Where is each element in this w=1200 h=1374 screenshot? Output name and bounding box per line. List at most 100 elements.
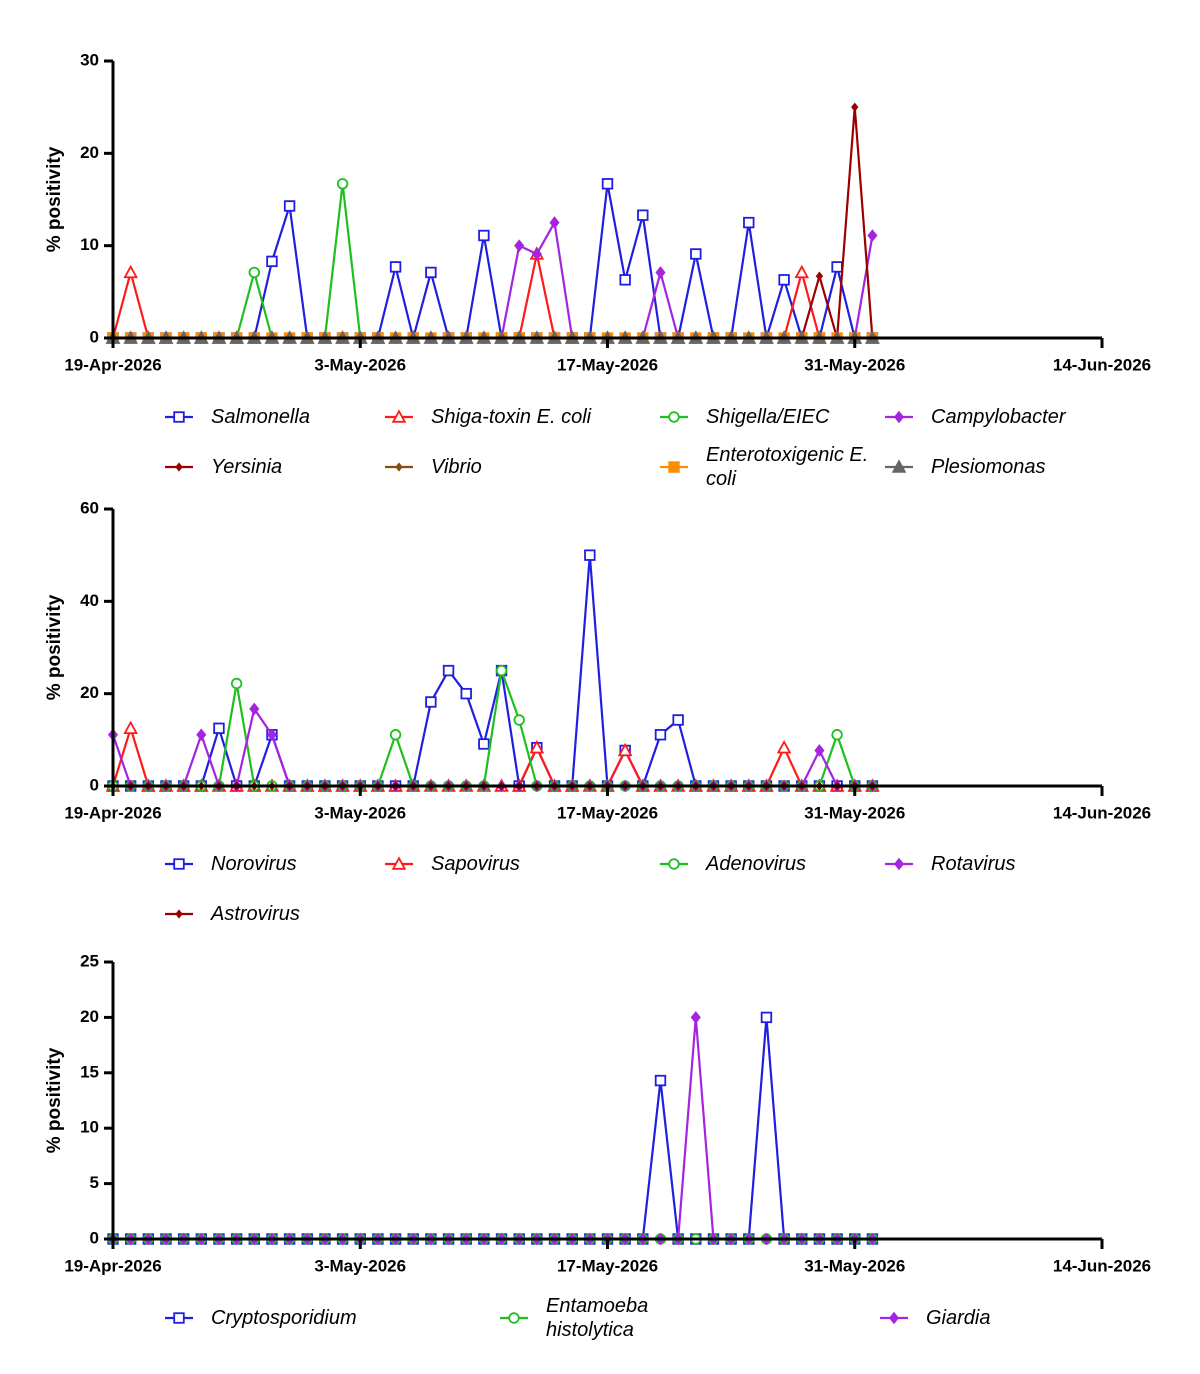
y-tick-label: 30 xyxy=(80,50,99,69)
legend-item: Enterotoxigenic E. coli xyxy=(660,442,886,492)
chart: 0 10 20 30 19-Apr-2026 3-May-2026 17-May-2026 3… xyxy=(44,50,1151,374)
marker xyxy=(893,410,905,424)
marker xyxy=(513,714,525,726)
legend-swatch xyxy=(165,411,193,423)
marker xyxy=(690,1011,701,1024)
y-tick-label: 15 xyxy=(80,1062,99,1081)
legend-item: Norovirus xyxy=(165,839,391,889)
legend-item: Rotavirus xyxy=(885,839,1111,889)
marker xyxy=(478,229,490,242)
legend-item: Adenovirus xyxy=(660,839,886,889)
x-tick-label: 3-May-2026 xyxy=(314,355,406,374)
marker xyxy=(173,858,185,870)
marker xyxy=(672,714,684,726)
x-tick-label: 3-May-2026 xyxy=(314,1256,406,1275)
legend-swatch xyxy=(165,909,193,919)
marker xyxy=(283,200,296,212)
marker xyxy=(460,687,472,700)
marker xyxy=(888,1311,900,1325)
marker xyxy=(760,1011,773,1024)
y-axis-label: % positivity xyxy=(44,146,65,252)
legend-swatch xyxy=(500,1312,528,1324)
marker xyxy=(389,729,402,741)
legend-label: Salmonella xyxy=(211,406,310,428)
legend-item: Giardia xyxy=(880,1293,1106,1343)
series-line xyxy=(113,1016,873,1241)
marker xyxy=(867,229,878,242)
legend-label: Giardia xyxy=(926,1307,991,1329)
x-tick-label: 3-May-2026 xyxy=(314,803,406,822)
marker xyxy=(778,274,790,286)
y-tick-label: 20 xyxy=(80,683,99,702)
chart: 0 5 10 15 20 25 19-Apr-2026 3-May-2026 17-May-20… xyxy=(44,951,1151,1275)
series-line xyxy=(111,252,873,340)
legend-label: Campylobacter xyxy=(931,406,1066,428)
legend-swatch xyxy=(385,856,413,870)
legend-item: Shiga-toxin E. coli xyxy=(385,392,611,442)
marker xyxy=(389,261,402,273)
legend-swatch xyxy=(885,410,913,424)
x-tick-label: 31-May-2026 xyxy=(804,1256,905,1275)
legend-label: Yersinia xyxy=(211,456,283,478)
marker xyxy=(175,909,183,919)
legend-label: Enterotoxigenic E. coli xyxy=(706,444,869,490)
x-tick-label: 14-Jun-2026 xyxy=(1053,1256,1151,1275)
marker xyxy=(529,740,545,754)
x-tick-label: 17-May-2026 xyxy=(557,803,658,822)
y-tick-label: 20 xyxy=(80,143,99,162)
legend-label: Shigella/EIEC xyxy=(706,406,830,428)
legend-item: Sapovirus xyxy=(385,839,611,889)
chart: 0 20 40 60 19-Apr-2026 3-May-2026 17-May-2026 3… xyxy=(44,498,1151,822)
marker xyxy=(776,740,792,754)
marker xyxy=(391,856,407,870)
x-tick-label: 14-Jun-2026 xyxy=(1053,355,1151,374)
marker xyxy=(814,744,825,757)
legend-label: Adenovirus xyxy=(706,853,807,875)
legend-item: Salmonella xyxy=(165,392,391,442)
x-tick-label: 31-May-2026 xyxy=(804,355,905,374)
marker xyxy=(266,728,277,742)
marker xyxy=(668,461,680,473)
y-axis-label: % positivity xyxy=(44,1047,65,1153)
marker xyxy=(175,462,183,472)
marker xyxy=(655,266,666,279)
series-line xyxy=(113,182,873,340)
y-tick-label: 10 xyxy=(80,235,99,254)
legend-label: Shiga-toxin E. coli xyxy=(431,406,592,428)
legend-label: Vibrio xyxy=(431,456,482,478)
legend-item: Plesiomonas xyxy=(885,442,1111,492)
y-tick-label: 10 xyxy=(80,1118,99,1137)
marker xyxy=(794,264,810,279)
legend-swatch xyxy=(885,857,913,871)
marker xyxy=(654,729,667,741)
y-tick-label: 40 xyxy=(80,591,99,610)
x-tick-label: 17-May-2026 xyxy=(557,1256,658,1275)
legend-label: Cryptosporidium xyxy=(211,1307,357,1329)
marker xyxy=(123,720,138,734)
marker xyxy=(391,409,407,423)
legend-swatch xyxy=(660,858,688,870)
legend-item: Campylobacter xyxy=(885,392,1111,442)
marker xyxy=(266,255,278,268)
y-tick-label: 0 xyxy=(90,775,99,794)
marker xyxy=(831,729,843,741)
marker xyxy=(617,742,633,757)
legend-swatch xyxy=(660,411,688,423)
legend-item: Yersinia xyxy=(165,442,391,492)
marker xyxy=(601,178,614,190)
legend-swatch xyxy=(165,1312,193,1324)
y-tick-label: 5 xyxy=(90,1173,99,1192)
marker xyxy=(508,1312,520,1324)
legend-item: Astrovirus xyxy=(165,889,391,939)
marker xyxy=(336,178,349,190)
y-tick-label: 25 xyxy=(80,951,99,970)
marker xyxy=(514,239,525,252)
marker xyxy=(395,462,403,472)
y-tick-label: 0 xyxy=(90,327,99,346)
x-tick-label: 14-Jun-2026 xyxy=(1053,803,1151,822)
legend-swatch xyxy=(660,461,688,473)
legend-swatch xyxy=(165,858,193,870)
marker xyxy=(173,411,185,423)
series-line xyxy=(111,707,873,788)
